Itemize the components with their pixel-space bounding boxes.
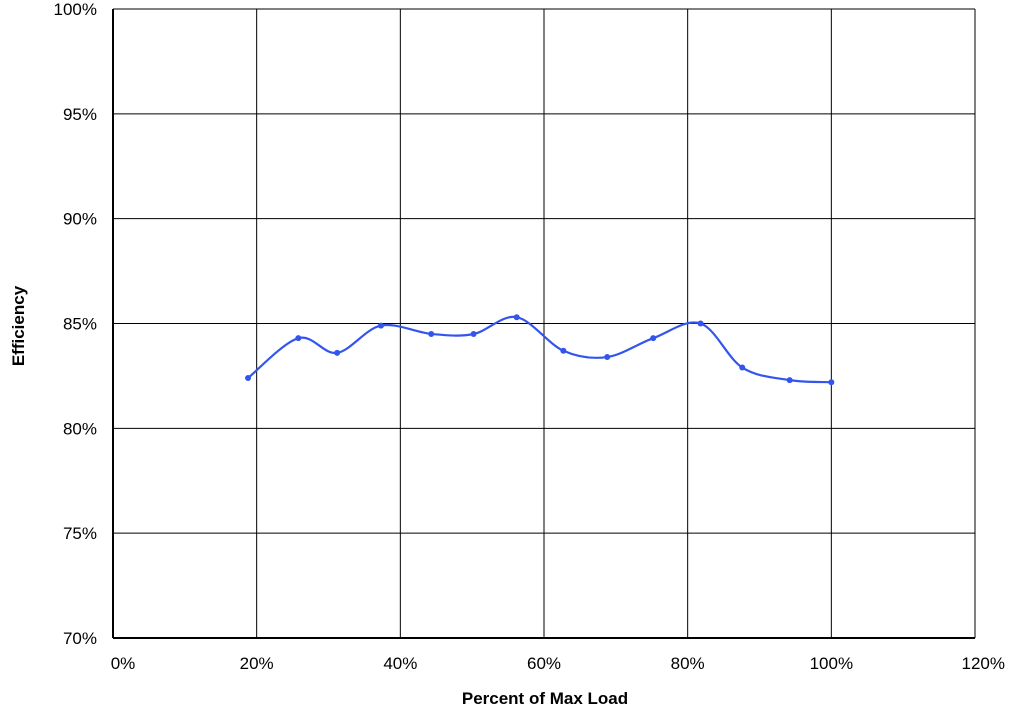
efficiency-data-point [428, 330, 435, 337]
y-axis-title: Efficiency [9, 285, 28, 366]
efficiency-data-point [828, 379, 835, 386]
efficiency-series-line [247, 315, 832, 384]
y-tick-label: 80% [63, 419, 97, 438]
efficiency-data-point [786, 377, 793, 384]
efficiency-data-point [513, 314, 520, 321]
x-tick-label: 100% [810, 654, 853, 673]
y-tick-label: 95% [63, 105, 97, 124]
chart-axes [112, 9, 975, 639]
y-tick-label: 70% [63, 629, 97, 648]
efficiency-data-point [470, 330, 477, 337]
x-tick-label: 120% [962, 654, 1005, 673]
efficiency-data-point [245, 375, 252, 382]
x-axis-title: Percent of Max Load [462, 689, 628, 708]
efficiency-data-point [697, 320, 704, 327]
y-tick-labels: 70% 75% 80% 85% 90% 95% 100% [54, 0, 97, 648]
y-tick-label: 90% [63, 210, 97, 229]
efficiency-data-point [334, 349, 341, 356]
efficiency-data-point [377, 322, 384, 329]
y-tick-label: 85% [63, 315, 97, 334]
efficiency-data-point [604, 354, 611, 361]
y-tick-label: 75% [63, 524, 97, 543]
efficiency-data-point [739, 364, 746, 371]
y-tick-label: 100% [54, 0, 97, 19]
x-tick-label: 80% [671, 654, 705, 673]
x-tick-label: 0% [111, 654, 136, 673]
x-tick-labels: 0% 20% 40% 60% 80% 100% 120% [111, 654, 1005, 673]
chart-grid [113, 8, 976, 638]
x-tick-label: 60% [527, 654, 561, 673]
efficiency-data-point [650, 335, 657, 342]
efficiency-data-point [560, 347, 567, 354]
efficiency-data-point [295, 335, 302, 342]
x-tick-label: 20% [240, 654, 274, 673]
x-tick-label: 40% [383, 654, 417, 673]
chart-series [245, 314, 835, 386]
